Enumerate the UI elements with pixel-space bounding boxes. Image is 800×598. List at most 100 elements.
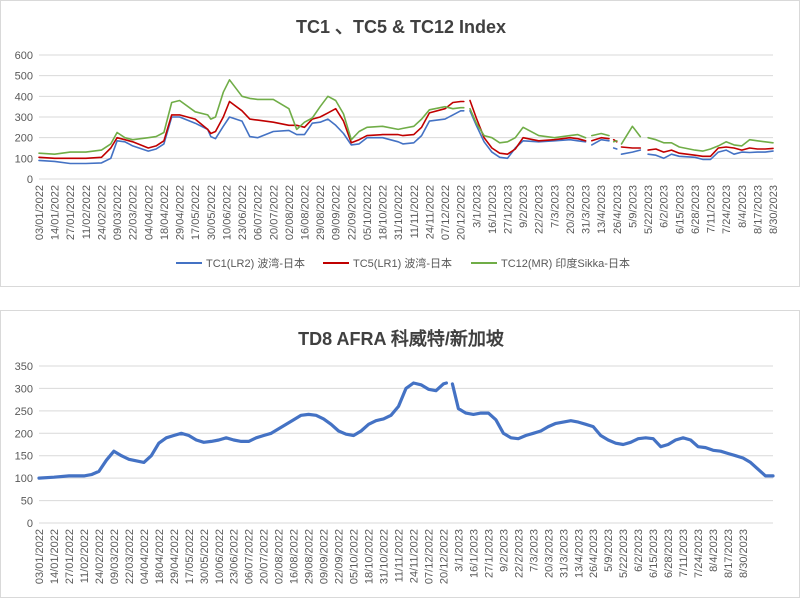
x-tick-label: 13/4/2023	[573, 529, 585, 578]
y-tick-label: 300	[15, 112, 33, 124]
y-tick-label: 0	[27, 174, 33, 186]
x-tick-label: 17/05/2022	[184, 529, 196, 584]
x-tick-label: 02/08/2022	[274, 529, 286, 584]
y-tick-label: 0	[27, 518, 33, 530]
x-tick-label: 18/10/2022	[364, 529, 376, 584]
x-tick-label: 22/03/2022	[124, 529, 136, 584]
x-tick-label: 02/08/2022	[284, 185, 296, 240]
x-tick-label: 10/06/2022	[221, 185, 233, 240]
x-tick-label: 20/12/2022	[456, 185, 468, 240]
x-tick-label: 7/3/2023	[528, 529, 540, 572]
x-tick-label: 29/08/2022	[315, 185, 327, 240]
x-tick-label: 03/01/2022	[34, 185, 46, 240]
x-tick-label: 31/10/2022	[379, 529, 391, 584]
x-tick-label: 20/07/2022	[259, 529, 271, 584]
x-tick-label: 11/11/2022	[394, 529, 406, 582]
y-tick-label: 200	[15, 133, 33, 145]
x-tick-label: 5/22/2023	[618, 529, 630, 578]
y-tick-label: 400	[15, 91, 33, 103]
x-tick-label: 20/3/2023	[543, 529, 555, 578]
x-tick-label: 06/07/2022	[244, 529, 256, 584]
x-tick-label: 7/3/2023	[549, 185, 561, 228]
x-tick-label: 20/07/2022	[268, 185, 280, 240]
x-tick-label: 31/3/2023	[581, 185, 593, 234]
series-line-3	[38, 79, 774, 155]
chart-title: TC1 、TC5 & TC12 Index	[296, 17, 506, 37]
x-tick-label: 03/01/2022	[34, 529, 46, 584]
x-tick-label: 8/30/2023	[738, 529, 750, 578]
x-tick-label: 23/06/2022	[229, 529, 241, 584]
x-tick-label: 09/03/2022	[109, 529, 121, 584]
x-tick-label: 9/2/2023	[518, 185, 530, 228]
x-tick-label: 27/01/2022	[64, 529, 76, 584]
y-tick-label: 150	[15, 451, 33, 463]
x-tick-label: 8/17/2023	[752, 185, 764, 234]
x-tick-label: 9/2/2023	[498, 529, 510, 572]
chart-tc-index: TC1 、TC5 & TC12 Index 0 100 200 300 400 500 600…	[0, 0, 800, 287]
x-tick-label: 5/9/2023	[627, 185, 639, 228]
x-tick-label: 05/10/2022	[362, 185, 374, 240]
x-tick-label: 5/22/2023	[643, 185, 655, 234]
y-tick-label: 50	[21, 496, 33, 508]
x-tick-label: 8/4/2023	[737, 185, 749, 228]
x-tick-label: 3/1/2023	[471, 185, 483, 228]
x-tick-label: 7/11/2023	[706, 185, 718, 233]
x-tick-label: 16/1/2023	[487, 185, 499, 234]
x-tick-label: 7/24/2023	[693, 529, 705, 578]
y-tick-label: 350	[15, 361, 33, 373]
x-tick-label: 14/01/2022	[50, 185, 62, 240]
x-tick-label: 22/09/2022	[346, 185, 358, 240]
x-tick-label: 27/1/2023	[483, 529, 495, 578]
x-tick-label: 05/10/2022	[349, 529, 361, 584]
x-tick-label: 6/2/2023	[633, 529, 645, 572]
x-tick-label: 6/2/2023	[659, 185, 671, 228]
x-tick-label: 8/4/2023	[708, 529, 720, 572]
x-tick-label: 18/04/2022	[159, 185, 171, 240]
x-tick-label: 09/09/2022	[319, 529, 331, 584]
x-tick-label: 7/11/2023	[678, 529, 690, 577]
x-tick-label: 27/1/2023	[503, 185, 515, 234]
x-tick-label: 07/12/2022	[423, 529, 435, 584]
x-tick-label: 20/12/2022	[438, 529, 450, 584]
x-tick-label: 31/10/2022	[393, 185, 405, 240]
x-tick-label: 30/05/2022	[206, 185, 218, 240]
legend-label-1: TC1(LR2) 波湾-日本	[206, 256, 305, 270]
x-tick-label: 6/15/2023	[648, 529, 660, 578]
chart-tc-index-svg: TC1 、TC5 & TC12 Index 0 100 200 300 400 500 600…	[15, 17, 780, 270]
x-tick-label: 24/02/2022	[94, 529, 106, 584]
x-tick-label: 7/24/2023	[721, 185, 733, 234]
x-tick-label: 8/17/2023	[723, 529, 735, 578]
x-tick-label: 3/1/2023	[453, 529, 465, 572]
x-tick-label: 16/08/2022	[289, 529, 301, 584]
series-line-1	[37, 381, 775, 480]
x-tick-label: 09/03/2022	[112, 185, 124, 240]
y-tick-label: 200	[15, 428, 33, 440]
x-tick-label: 29/04/2022	[175, 185, 187, 240]
x-tick-label: 04/04/2022	[139, 529, 151, 584]
x-tick-label: 24/11/2022	[424, 185, 436, 239]
x-tick-label: 29/08/2022	[304, 529, 316, 584]
x-tick-label: 10/06/2022	[214, 529, 226, 584]
x-tick-label: 27/01/2022	[65, 185, 77, 240]
x-tick-label: 16/1/2023	[468, 529, 480, 578]
x-tick-label: 18/04/2022	[154, 529, 166, 584]
x-tick-label: 29/04/2022	[169, 529, 181, 584]
x-tick-label: 26/4/2023	[612, 185, 624, 234]
x-tick-label: 6/28/2023	[690, 185, 702, 234]
x-tick-label: 14/01/2022	[49, 529, 61, 584]
y-tick-label: 250	[15, 406, 33, 418]
x-tick-label: 11/02/2022	[81, 185, 93, 239]
x-tick-label: 22/09/2022	[334, 529, 346, 584]
x-tick-label: 06/07/2022	[253, 185, 265, 240]
chart-td8-afra-svg: TD8 AFRA 科威特/新加坡 0 50 100 150 200 250 300 350 03/…	[15, 328, 775, 584]
y-tick-label: 300	[15, 383, 33, 395]
x-tick-label: 26/4/2023	[588, 529, 600, 578]
x-tick-label: 11/02/2022	[79, 529, 91, 583]
y-tick-label: 100	[15, 153, 33, 165]
x-tick-label: 04/04/2022	[143, 185, 155, 240]
legend-label-3: TC12(MR) 印度Sikka-日本	[501, 256, 630, 270]
x-tick-label: 17/05/2022	[190, 185, 202, 240]
x-tick-label: 18/10/2022	[378, 185, 390, 240]
x-tick-label: 24/11/2022	[408, 529, 420, 583]
legend-label-2: TC5(LR1) 波湾-日本	[353, 256, 452, 270]
